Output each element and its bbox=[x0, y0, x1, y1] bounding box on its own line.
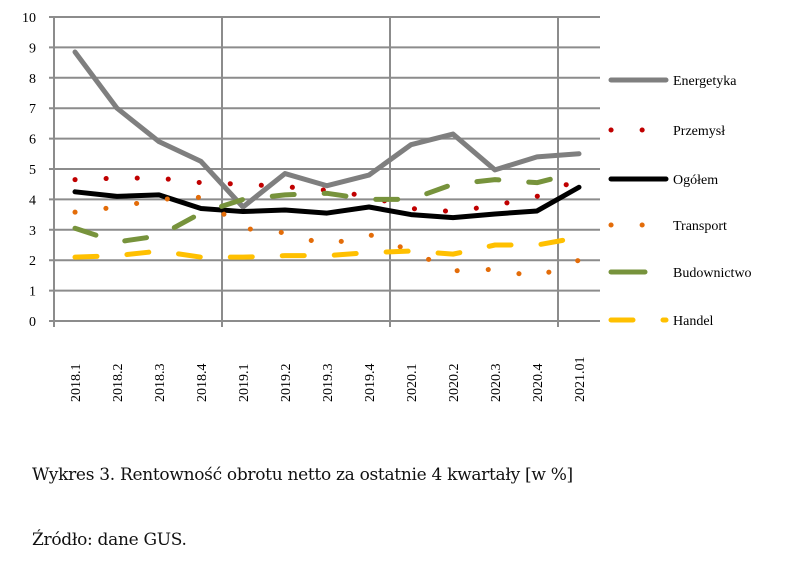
y-tick-label: 2 bbox=[29, 254, 36, 269]
source-note: Źródło: dane GUS. bbox=[32, 530, 187, 550]
x-tick-label: 2018.1 bbox=[69, 364, 84, 403]
legend-label: Transport bbox=[673, 219, 727, 234]
x-tick-label: 2018.2 bbox=[111, 364, 126, 403]
x-tick-label: 2021.01 bbox=[573, 357, 588, 403]
series-line-energetyka bbox=[72, 49, 582, 210]
legend-item: Transport bbox=[608, 219, 727, 234]
y-tick-label: 10 bbox=[22, 11, 36, 26]
legend-item: Przemysł bbox=[608, 124, 725, 139]
y-tick-label: 6 bbox=[29, 133, 36, 148]
x-tick-label: 2019.3 bbox=[321, 364, 336, 403]
x-tick-label: 2018.3 bbox=[153, 364, 168, 403]
y-tick-label: 1 bbox=[29, 285, 36, 300]
x-axis-ticks: 2018.1 2018.2 2018.3 2018.4 2019.1 2019.2 2019… bbox=[69, 357, 588, 403]
y-tick-label: 5 bbox=[29, 163, 36, 178]
x-tick-label: 2019.4 bbox=[363, 364, 378, 403]
grid-lines bbox=[49, 16, 600, 327]
legend-item: Budownictwo bbox=[608, 266, 752, 281]
legend-label: Ogółem bbox=[673, 173, 718, 188]
series-line-ogółem bbox=[72, 184, 582, 221]
y-tick-label: 9 bbox=[29, 41, 36, 56]
x-tick-label: 2020.4 bbox=[531, 364, 546, 403]
x-tick-label: 2020.2 bbox=[447, 364, 462, 403]
legend: Energetyka Przemysł Ogółem Transport Budowni… bbox=[608, 74, 752, 329]
series-line-transport bbox=[72, 194, 582, 280]
chart-caption: Wykres 3. Rentowność obrotu netto za ost… bbox=[32, 465, 573, 485]
series-line-budownictwo bbox=[72, 169, 582, 245]
x-tick-label: 2019.2 bbox=[279, 364, 294, 403]
x-tick-label: 2020.3 bbox=[489, 364, 504, 403]
legend-label: Handel bbox=[673, 314, 714, 329]
y-tick-label: 3 bbox=[29, 224, 36, 239]
legend-item: Handel bbox=[608, 314, 714, 329]
x-tick-label: 2020.1 bbox=[405, 364, 420, 403]
x-tick-label: 2019.1 bbox=[237, 364, 252, 403]
legend-label: Energetyka bbox=[673, 74, 737, 89]
y-tick-label: 0 bbox=[29, 315, 36, 330]
y-tick-label: 7 bbox=[29, 102, 36, 117]
series-lines bbox=[72, 49, 582, 280]
legend-item: Energetyka bbox=[608, 74, 737, 89]
legend-item: Ogółem bbox=[608, 173, 718, 188]
legend-label: Przemysł bbox=[673, 124, 725, 139]
x-tick-label: 2018.4 bbox=[195, 364, 210, 403]
y-axis-ticks: 0 1 2 3 4 5 6 7 8 9 10 bbox=[22, 11, 36, 330]
y-tick-label: 4 bbox=[29, 193, 36, 208]
legend-label: Budownictwo bbox=[673, 266, 752, 281]
y-tick-label: 8 bbox=[29, 72, 36, 87]
series-line-handel bbox=[72, 234, 582, 260]
